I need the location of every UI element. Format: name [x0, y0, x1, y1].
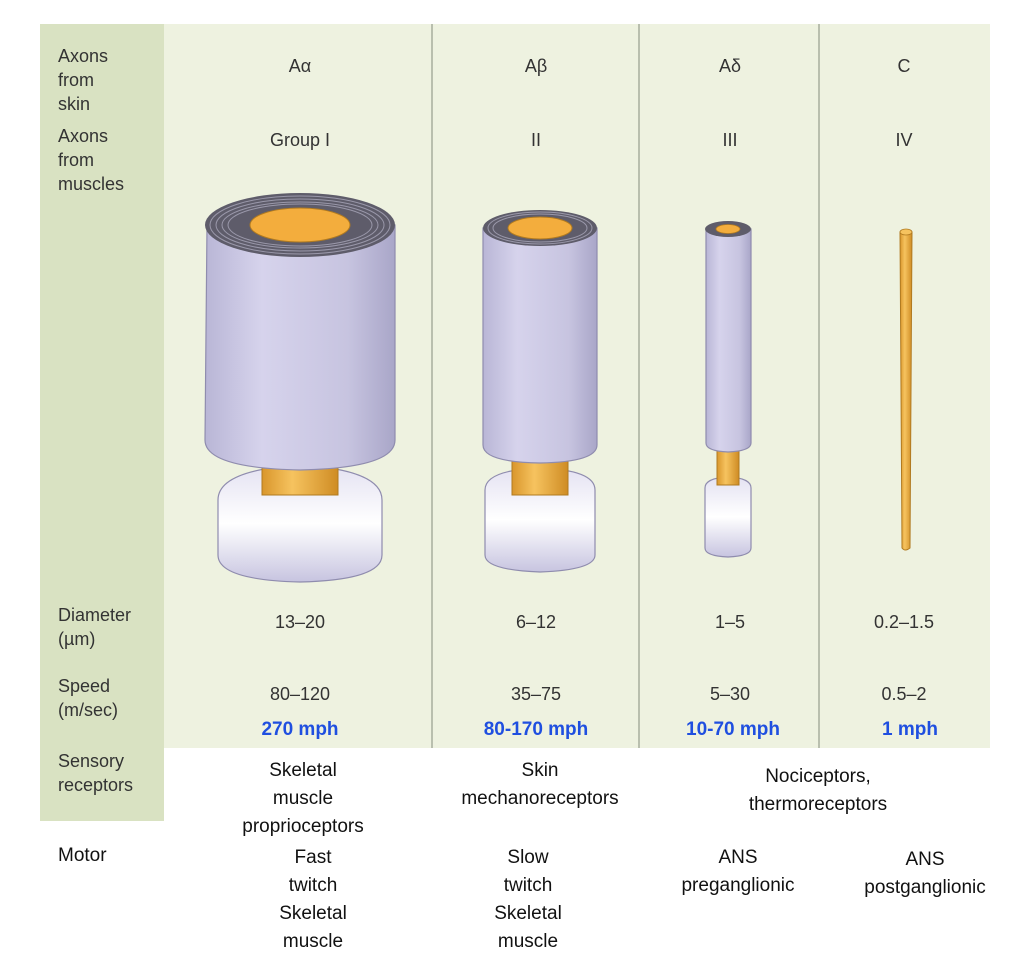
- muscle-group-4: IV: [895, 130, 913, 150]
- speed-mph: 10-70 mph: [686, 719, 780, 740]
- sensory-receptor-nociceptors: Nociceptors, thermoreceptors: [748, 766, 888, 815]
- row-label-axons-muscles: Axons from muscles: [58, 126, 125, 194]
- muscle-group-3: III: [722, 130, 738, 150]
- skin-class-a-delta: Aδ: [718, 56, 742, 76]
- speed-value: 0.5–2: [881, 684, 927, 704]
- motor-target: ANS preganglionic: [681, 847, 795, 896]
- muscle-group-2: II: [530, 130, 542, 150]
- column-divider: [638, 24, 640, 748]
- row-label-motor: Motor: [58, 845, 107, 866]
- diameter-value: 13–20: [274, 612, 326, 632]
- motor-target: Slow twitch Skeletal muscle: [494, 847, 562, 952]
- motor-target: Fast twitch Skeletal muscle: [279, 847, 347, 952]
- muscle-group-1: Group I: [269, 130, 331, 150]
- row-label-speed: Speed (m/sec): [58, 676, 118, 720]
- sensory-receptor-mechanoreceptors: Skin mechanoreceptors: [461, 760, 619, 809]
- row-label-axons-skin: Axons from skin: [58, 46, 109, 114]
- skin-class-a-beta: Aβ: [524, 56, 548, 76]
- row-label-panel: [40, 24, 164, 821]
- diameter-value: 6–12: [515, 612, 557, 632]
- sensory-receptor-proprioceptors: Skeletal muscle proprioceptors: [242, 760, 364, 837]
- speed-mph: 80-170 mph: [483, 719, 589, 740]
- skin-class-a-alpha: Aα: [288, 56, 312, 76]
- speed-value: 80–120: [269, 684, 331, 704]
- skin-class-c: C: [897, 56, 911, 76]
- speed-mph: 1 mph: [882, 719, 938, 740]
- row-label-diameter: Diameter (µm): [58, 605, 132, 649]
- speed-mph: 270 mph: [261, 719, 339, 740]
- speed-value: 5–30: [709, 684, 751, 704]
- speed-value: 35–75: [510, 684, 562, 704]
- row-label-sensory: Sensory receptors: [58, 751, 134, 795]
- column-divider: [431, 24, 433, 748]
- motor-target: ANS postganglionic: [864, 849, 986, 898]
- column-divider: [818, 24, 820, 748]
- diameter-value: 0.2–1.5: [873, 612, 935, 632]
- diameter-value: 1–5: [714, 612, 746, 632]
